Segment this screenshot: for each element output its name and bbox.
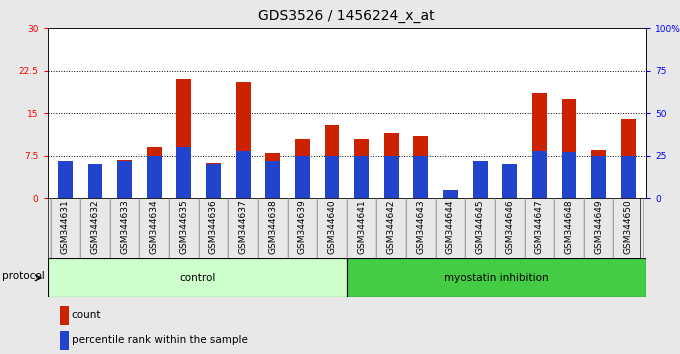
Bar <box>117 161 132 198</box>
Bar <box>147 147 162 198</box>
Bar <box>88 164 103 198</box>
Text: GSM344644: GSM344644 <box>446 199 455 254</box>
Bar <box>443 190 458 198</box>
Text: GSM344636: GSM344636 <box>209 199 218 254</box>
Bar <box>236 151 250 198</box>
Bar <box>384 156 398 198</box>
Text: GSM344647: GSM344647 <box>535 199 544 254</box>
Bar <box>206 164 221 198</box>
Bar <box>562 99 577 198</box>
Bar <box>591 156 606 198</box>
Bar <box>177 147 191 198</box>
Text: GSM344634: GSM344634 <box>150 199 158 254</box>
Text: GSM344635: GSM344635 <box>180 199 188 254</box>
Bar <box>347 258 646 297</box>
Bar <box>503 164 517 198</box>
Bar <box>88 164 103 198</box>
Text: GSM344648: GSM344648 <box>564 199 573 254</box>
Text: GSM344646: GSM344646 <box>505 199 514 254</box>
Text: protocol: protocol <box>3 271 45 281</box>
Text: GSM344639: GSM344639 <box>298 199 307 254</box>
Bar <box>147 156 162 198</box>
Bar <box>591 150 606 198</box>
Text: GSM344645: GSM344645 <box>475 199 485 254</box>
Bar <box>503 164 517 198</box>
Bar <box>621 156 636 198</box>
Text: GSM344637: GSM344637 <box>239 199 248 254</box>
Bar <box>324 125 339 198</box>
Bar <box>58 161 73 198</box>
Bar <box>265 153 280 198</box>
Text: myostatin inhibition: myostatin inhibition <box>444 273 549 283</box>
Text: GSM344632: GSM344632 <box>90 199 99 254</box>
Bar <box>60 331 69 350</box>
Bar <box>413 136 428 198</box>
Bar <box>265 161 280 198</box>
Text: GSM344649: GSM344649 <box>594 199 603 254</box>
Bar <box>324 156 339 198</box>
Bar <box>206 163 221 198</box>
Bar <box>295 156 310 198</box>
Text: GSM344642: GSM344642 <box>387 199 396 254</box>
Text: GSM344631: GSM344631 <box>61 199 70 254</box>
Bar <box>177 79 191 198</box>
Bar <box>60 306 69 325</box>
Bar <box>295 139 310 198</box>
Text: GSM344650: GSM344650 <box>624 199 632 254</box>
Bar <box>473 161 488 198</box>
Bar <box>354 156 369 198</box>
Bar <box>413 156 428 198</box>
Text: GSM344640: GSM344640 <box>328 199 337 254</box>
Text: GDS3526 / 1456224_x_at: GDS3526 / 1456224_x_at <box>258 9 435 23</box>
Bar <box>621 119 636 198</box>
Bar <box>532 151 547 198</box>
Bar <box>562 152 577 198</box>
Text: control: control <box>179 273 216 283</box>
Bar <box>117 160 132 198</box>
Text: GSM344641: GSM344641 <box>357 199 366 254</box>
Text: percentile rank within the sample: percentile rank within the sample <box>71 335 248 345</box>
Bar <box>236 82 250 198</box>
Text: GSM344638: GSM344638 <box>268 199 277 254</box>
Bar <box>48 258 347 297</box>
Bar <box>532 93 547 198</box>
Text: GSM344633: GSM344633 <box>120 199 129 254</box>
Bar <box>384 133 398 198</box>
Bar <box>473 161 488 198</box>
Bar <box>354 139 369 198</box>
Text: count: count <box>71 310 101 320</box>
Text: GSM344643: GSM344643 <box>416 199 426 254</box>
Bar <box>58 161 73 198</box>
